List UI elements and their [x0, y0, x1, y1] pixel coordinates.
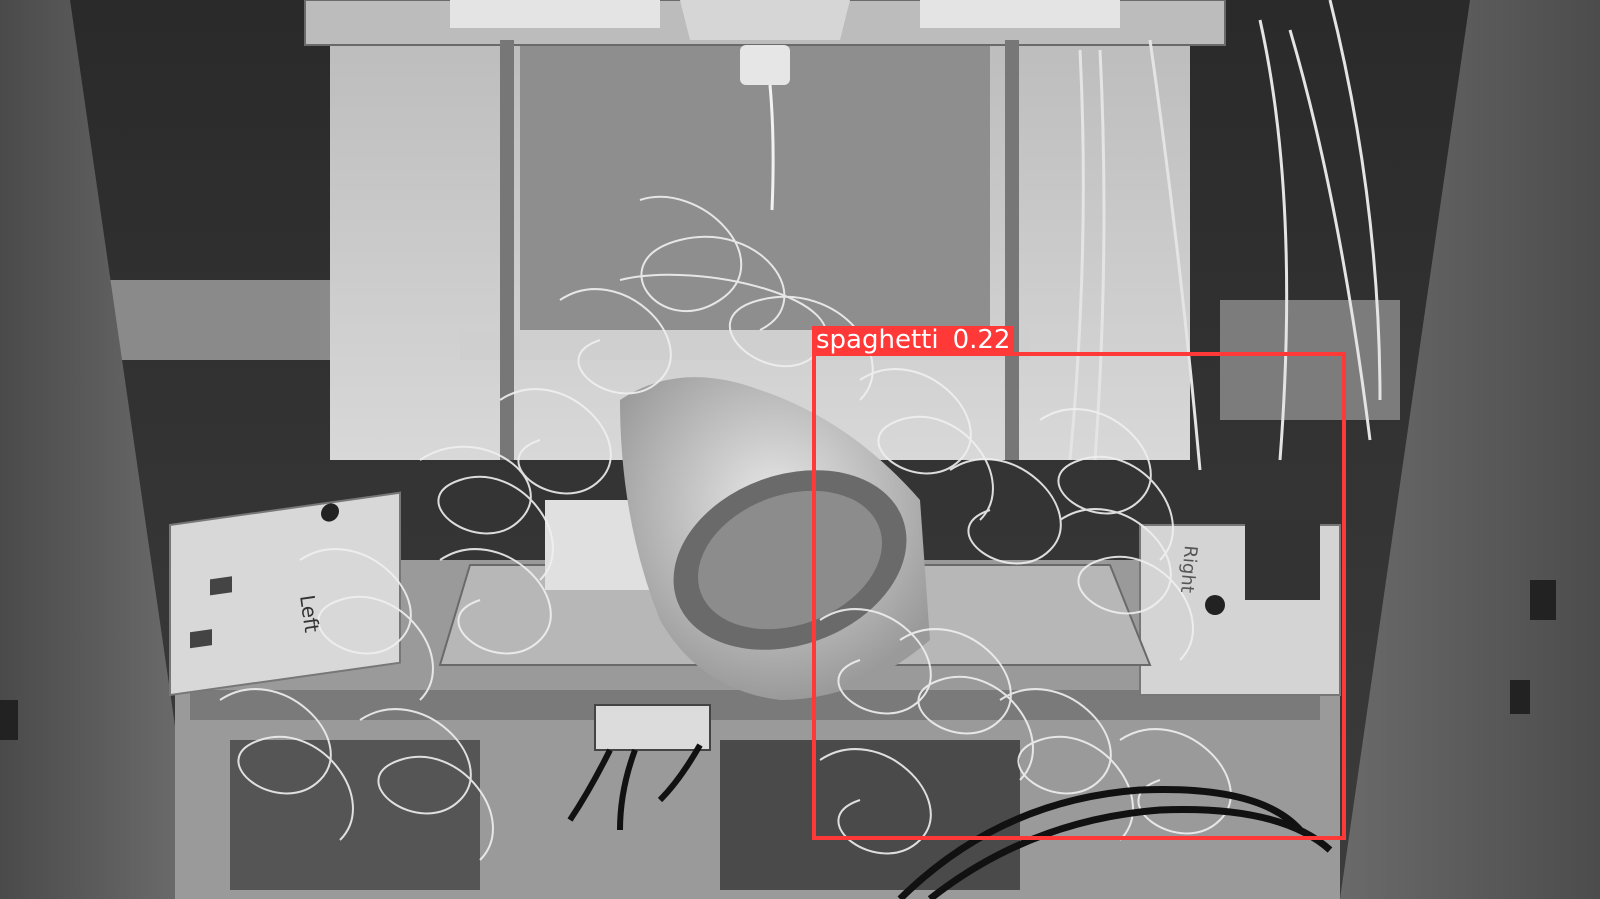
connector-wires	[567, 743, 703, 831]
left-panel	[169, 491, 401, 697]
left-panel-label: Left	[295, 593, 324, 634]
detection-label: spaghetti 0.22	[812, 325, 1015, 355]
frame-right	[1340, 0, 1600, 899]
frame-slot-1	[1530, 580, 1556, 620]
rod-left	[500, 40, 514, 460]
detection-bounding-box	[812, 352, 1346, 840]
detection-confidence: 0.22	[952, 325, 1011, 355]
base-cutout-mid	[720, 740, 1020, 890]
gantry-block-right	[920, 0, 1120, 28]
cable-bundle	[1068, 0, 1382, 471]
gantry-block-left	[450, 0, 660, 28]
frame-left	[0, 0, 200, 899]
right-panel-label: Right	[1176, 545, 1201, 594]
back-mesh	[520, 40, 990, 360]
right-panel-screw	[1205, 595, 1225, 615]
failed-print-object	[620, 377, 930, 700]
detection-class: spaghetti	[816, 325, 939, 355]
nozzle	[740, 45, 790, 85]
foreground-cables	[897, 786, 1333, 899]
sensor-board	[1245, 520, 1320, 600]
wall-outlet-area	[1220, 300, 1400, 420]
base-cutout-left	[230, 740, 480, 890]
extruder-head	[680, 0, 850, 40]
frame-slot-2	[1510, 680, 1530, 714]
filament-strand	[768, 84, 775, 211]
frame-slot-3	[0, 700, 18, 740]
connector-block	[594, 704, 711, 751]
wall-strip	[110, 280, 340, 360]
